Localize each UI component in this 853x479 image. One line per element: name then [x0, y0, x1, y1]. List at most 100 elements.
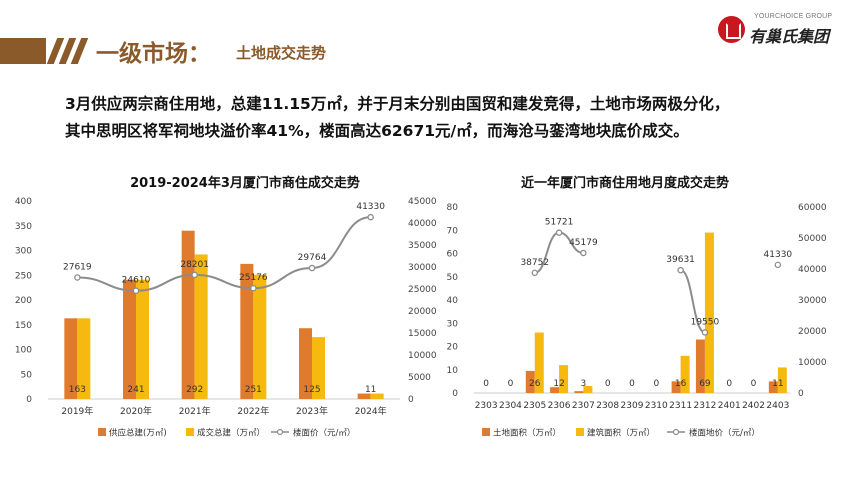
right-axis-tick-label: 40000 — [408, 219, 437, 229]
left-axis-tick-label: 10 — [447, 366, 459, 376]
left-axis-tick-label: 50 — [447, 273, 459, 283]
left-axis-tick-label: 150 — [15, 321, 32, 331]
x-axis-tick-label: 2310 — [645, 401, 668, 411]
bar-supply — [695, 339, 705, 393]
price-data-label: 29764 — [298, 253, 327, 263]
bar-supply — [550, 387, 560, 393]
chart-1-title: 2019-2024年3月厦门市商住成交走势 — [130, 176, 360, 191]
left-axis-tick-label: 300 — [15, 247, 32, 257]
bar-supply — [64, 318, 78, 399]
x-axis-tick-label: 2304 — [499, 401, 522, 411]
x-axis-tick-label: 2307 — [572, 401, 595, 411]
right-axis-tick-label: 60000 — [798, 203, 827, 213]
x-axis-tick-label: 2022年 — [237, 405, 269, 417]
price-point — [367, 213, 374, 221]
header-accent-bar — [0, 38, 46, 64]
bar-data-label: 241 — [127, 385, 144, 395]
price-point — [74, 274, 81, 281]
bar-transaction — [194, 254, 208, 399]
price-point — [580, 249, 587, 257]
right-axis-tick-label: 10000 — [798, 358, 827, 368]
left-axis-tick-label: 50 — [21, 370, 33, 380]
price-data-label: 27619 — [63, 262, 92, 272]
bar-supply — [299, 328, 312, 399]
price-data-label: 25176 — [239, 273, 268, 283]
legend-label: 土地面积（万㎡） — [493, 428, 561, 439]
left-axis-tick-label: 20 — [447, 343, 459, 353]
legend-label: 楼面地价（元/㎡） — [689, 428, 760, 439]
bar-transaction — [704, 232, 714, 393]
bar-transaction — [534, 332, 544, 393]
left-axis-tick-label: 40 — [447, 296, 459, 306]
bar-transaction — [777, 367, 787, 393]
bar-transaction — [136, 279, 149, 399]
right-axis-tick-label: 10000 — [408, 351, 437, 361]
price-point — [132, 287, 140, 294]
bar-data-label: 292 — [186, 385, 203, 395]
bar-transaction — [680, 355, 690, 393]
right-axis-tick-label: 45000 — [408, 197, 437, 207]
x-axis-tick-label: 2401 — [718, 401, 741, 411]
bar-data-label: 16 — [675, 379, 687, 389]
price-point — [701, 329, 709, 336]
legend-swatch — [576, 428, 584, 436]
bar-data-label: 251 — [245, 385, 262, 395]
bar-data-label: 12 — [553, 379, 564, 389]
bar-supply — [181, 230, 195, 399]
legend-label: 楼面价（元/㎡） — [293, 428, 355, 439]
right-axis-tick-label: 0 — [408, 395, 414, 405]
price-point — [774, 261, 782, 269]
summary-line-1: 3月供应两宗商住用地，总建11.15万㎡，并于月末分别由国贸和建发竞得，土地市场… — [65, 95, 730, 113]
left-axis-tick-label: 100 — [15, 346, 32, 356]
summary-line-2: 其中思明区将军祠地块溢价率41%，楼面高达62671元/㎡，而海沧马銮湾地块底价… — [65, 122, 689, 140]
price-point — [531, 269, 539, 277]
legend-swatch — [98, 428, 106, 436]
price-line — [680, 269, 706, 334]
logo-house-icon — [718, 16, 745, 43]
bar-transaction — [253, 274, 267, 399]
right-axis-tick-label: 0 — [798, 389, 804, 399]
bar-transaction — [77, 318, 91, 399]
bar-data-label: 0 — [726, 379, 732, 389]
right-axis-tick-label: 35000 — [408, 241, 437, 251]
left-axis-tick-label: 250 — [15, 271, 32, 281]
x-axis-tick-label: 2308 — [596, 401, 619, 411]
x-axis-tick-label: 2309 — [621, 401, 644, 411]
right-axis-tick-label: 40000 — [798, 265, 827, 275]
bar-transaction — [312, 337, 325, 399]
x-axis-tick-label: 2306 — [548, 401, 571, 411]
left-axis-tick-label: 0 — [26, 395, 32, 405]
bar-data-label: 3 — [581, 379, 587, 389]
bar-data-label: 69 — [699, 379, 711, 389]
right-axis-tick-label: 30000 — [798, 296, 827, 306]
bar-data-label: 26 — [529, 379, 541, 389]
right-axis-tick-label: 30000 — [408, 263, 437, 273]
bar-data-label: 11 — [365, 385, 376, 395]
legend-label: 建筑面积（万㎡） — [587, 428, 655, 439]
bar-transaction — [583, 386, 593, 393]
x-axis-tick-label: 2019年 — [61, 405, 93, 417]
left-axis-tick-label: 200 — [15, 296, 32, 306]
legend-swatch — [186, 428, 194, 436]
price-point — [308, 264, 316, 272]
price-point — [191, 271, 198, 279]
bar-supply — [671, 381, 681, 393]
price-data-label: 19550 — [691, 317, 720, 327]
legend-label: 供应总建(万㎡) — [109, 428, 167, 439]
bar-transaction — [559, 365, 569, 393]
x-axis-tick-label: 2311 — [669, 401, 692, 411]
legend-swatch — [482, 428, 490, 436]
bar-data-label: 0 — [605, 379, 611, 389]
bar-data-label: 163 — [69, 385, 86, 395]
left-axis-tick-label: 400 — [15, 197, 32, 207]
price-point — [555, 229, 563, 236]
left-axis-tick-label: 60 — [447, 250, 459, 260]
bar-data-label: 0 — [483, 379, 489, 389]
price-data-label: 38752 — [520, 258, 549, 268]
bar-data-label: 0 — [751, 379, 757, 389]
chart-2-monthly-transactions: 0102030405060708001000020000300004000050… — [447, 203, 827, 439]
x-axis-tick-label: 2020年 — [120, 405, 152, 417]
bar-supply — [123, 279, 136, 399]
bar-data-label: 0 — [629, 379, 635, 389]
right-axis-tick-label: 25000 — [408, 285, 437, 295]
